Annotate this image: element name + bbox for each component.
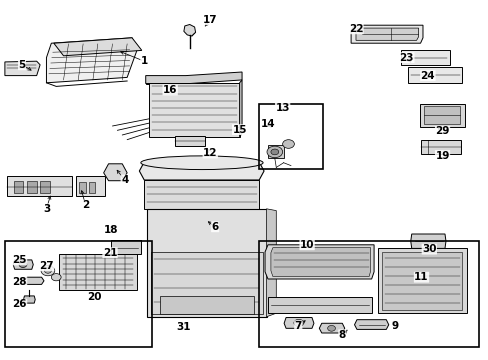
Polygon shape: [267, 297, 371, 313]
Polygon shape: [5, 61, 40, 76]
Polygon shape: [54, 38, 142, 56]
Text: 4: 4: [121, 175, 128, 185]
Bar: [259, 104, 322, 169]
Text: 3: 3: [43, 204, 50, 214]
Polygon shape: [103, 164, 127, 181]
Polygon shape: [239, 80, 242, 137]
Text: 12: 12: [203, 148, 217, 158]
Text: 19: 19: [434, 150, 449, 161]
Polygon shape: [111, 240, 141, 254]
Text: 21: 21: [102, 248, 117, 258]
Text: 29: 29: [434, 126, 449, 136]
Polygon shape: [420, 140, 460, 154]
Polygon shape: [419, 104, 464, 127]
Text: 24: 24: [420, 71, 434, 81]
Circle shape: [293, 319, 303, 327]
Text: 9: 9: [391, 321, 398, 331]
Polygon shape: [424, 106, 459, 124]
Polygon shape: [13, 260, 33, 269]
Polygon shape: [377, 248, 466, 313]
Polygon shape: [354, 320, 388, 329]
Text: 15: 15: [232, 125, 246, 135]
Text: 5: 5: [19, 60, 25, 70]
Bar: [89, 182, 95, 193]
Polygon shape: [59, 254, 137, 290]
Circle shape: [19, 262, 27, 267]
Polygon shape: [267, 145, 283, 158]
Polygon shape: [355, 28, 418, 40]
Polygon shape: [264, 245, 373, 279]
Polygon shape: [7, 176, 72, 196]
Bar: [79, 182, 85, 193]
Polygon shape: [150, 252, 263, 314]
Text: 17: 17: [203, 15, 217, 25]
Text: 20: 20: [86, 292, 101, 302]
Polygon shape: [407, 67, 461, 83]
Text: 13: 13: [275, 103, 289, 113]
Text: 11: 11: [413, 272, 428, 282]
Text: 1: 1: [141, 56, 147, 66]
Text: 31: 31: [176, 322, 190, 332]
Polygon shape: [139, 162, 264, 180]
Ellipse shape: [141, 156, 263, 170]
Polygon shape: [46, 38, 137, 83]
Polygon shape: [319, 323, 344, 333]
Polygon shape: [145, 79, 189, 84]
Bar: [5, 241, 151, 347]
Circle shape: [282, 140, 294, 148]
Bar: [259, 241, 478, 347]
Text: 7: 7: [294, 321, 302, 331]
Bar: [27, 181, 37, 193]
Text: 26: 26: [12, 299, 27, 309]
Text: 8: 8: [338, 330, 345, 340]
Text: 23: 23: [399, 53, 413, 63]
Text: 30: 30: [421, 244, 436, 254]
Text: 16: 16: [163, 85, 177, 95]
Text: 2: 2: [82, 200, 89, 210]
Polygon shape: [23, 296, 35, 303]
Polygon shape: [160, 296, 254, 314]
Text: 10: 10: [299, 240, 314, 250]
Text: 27: 27: [39, 261, 54, 271]
Polygon shape: [76, 176, 105, 196]
Text: 28: 28: [12, 276, 27, 287]
Polygon shape: [270, 248, 370, 276]
Polygon shape: [183, 24, 195, 36]
Polygon shape: [24, 277, 44, 284]
Circle shape: [270, 149, 278, 155]
Circle shape: [51, 274, 61, 281]
Circle shape: [44, 268, 51, 273]
Polygon shape: [410, 234, 445, 248]
Polygon shape: [382, 252, 461, 310]
Text: 14: 14: [260, 119, 275, 129]
Polygon shape: [144, 180, 259, 209]
Text: 18: 18: [104, 225, 119, 235]
Bar: [40, 181, 50, 193]
Polygon shape: [175, 136, 205, 146]
Polygon shape: [146, 209, 266, 317]
Polygon shape: [149, 83, 239, 137]
Polygon shape: [284, 318, 313, 328]
Text: 25: 25: [12, 255, 27, 265]
Bar: [14, 181, 23, 193]
Circle shape: [327, 325, 335, 331]
Circle shape: [266, 146, 282, 158]
Text: 6: 6: [211, 222, 218, 232]
Polygon shape: [266, 209, 276, 317]
Polygon shape: [400, 50, 449, 65]
Polygon shape: [145, 72, 242, 84]
Polygon shape: [350, 25, 422, 43]
Circle shape: [41, 266, 55, 276]
Text: 22: 22: [348, 24, 363, 34]
